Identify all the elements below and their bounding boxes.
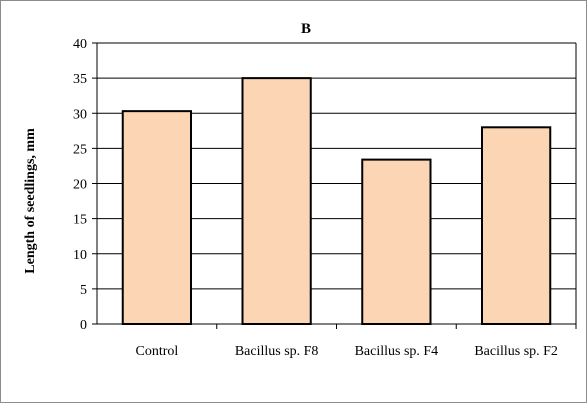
y-tick-label: 35 — [73, 72, 87, 87]
x-tick-label: Bacillus sp. F8 — [235, 344, 319, 359]
x-tick-labels: Control Bacillus sp. F8 Bacillus sp. F4 Bac… — [135, 344, 557, 359]
y-tick-label: 15 — [73, 213, 87, 228]
bar — [361, 158, 432, 325]
axes — [92, 42, 577, 329]
bar — [480, 126, 552, 325]
chart-title: B — [301, 21, 311, 37]
y-tick-label: 5 — [80, 283, 87, 298]
x-tick-label: Bacillus sp. F4 — [355, 344, 439, 359]
y-tick-label: 10 — [73, 248, 87, 263]
bar — [121, 110, 193, 325]
y-tick-label: 40 — [73, 37, 87, 52]
x-tick-label: Bacillus sp. F2 — [474, 344, 558, 359]
y-tick-labels: 0 5 10 15 20 25 30 35 40 — [73, 37, 87, 333]
bars — [121, 77, 552, 325]
y-axis-label: Length of seedlings, mm — [23, 128, 38, 274]
bar — [241, 77, 312, 325]
x-tick-label: Control — [135, 344, 178, 359]
y-tick-label: 0 — [80, 318, 87, 333]
y-tick-label: 20 — [73, 178, 87, 193]
y-tick-label: 25 — [73, 142, 87, 157]
y-tick-label: 30 — [73, 107, 87, 122]
